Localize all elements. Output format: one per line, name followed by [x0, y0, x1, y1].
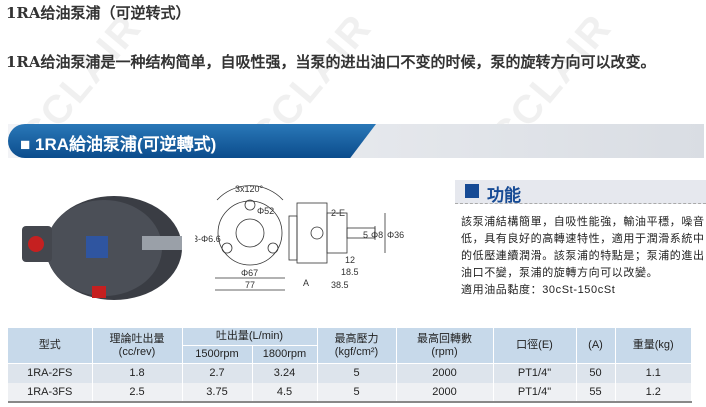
cell: 2.5 — [92, 382, 183, 403]
cell: 1.2 — [615, 382, 692, 403]
col-a: (A) — [576, 328, 616, 364]
svg-text:Φ67: Φ67 — [241, 268, 258, 278]
col-flow: 吐出量(L/min) — [182, 328, 318, 346]
cell: 3.75 — [182, 382, 253, 403]
cell: 5 — [317, 382, 397, 403]
feature-line: 適用油品黏度：30cSt-150cSt — [461, 284, 616, 296]
svg-text:A: A — [303, 278, 309, 288]
svg-text:2-E: 2-E — [331, 208, 345, 218]
col-model: 型式 — [8, 328, 93, 364]
cell: 1RA-3FS — [8, 382, 93, 403]
features-panel: 功能 該泵浦結構簡單，自吸性能強，輸油平穩，噪音 低，具有良好的高轉速特性，適用… — [455, 180, 706, 299]
col-displacement: 理論吐出量 (cc/rev) — [92, 328, 183, 364]
square-bullet-icon — [465, 184, 479, 198]
cell: 4.5 — [252, 382, 318, 403]
svg-text:18.5: 18.5 — [341, 267, 359, 277]
spec-table: 型式 理論吐出量 (cc/rev) 吐出量(L/min) 最高壓力 (kgf/c… — [8, 328, 692, 403]
feature-line: 該泵浦結構簡單，自吸性能強，輸油平穩，噪音 — [461, 216, 705, 228]
cell: 2.7 — [182, 363, 253, 383]
feature-line: 油口不變，泵浦的旋轉方向可以改變。 — [461, 267, 659, 279]
col-1500rpm: 1500rpm — [182, 345, 253, 364]
svg-text:5: 5 — [363, 230, 368, 240]
col-1800rpm: 1800rpm — [252, 345, 318, 364]
cell: 50 — [576, 363, 616, 383]
svg-text:Φ8: Φ8 — [371, 230, 383, 240]
feature-line: 的低壓連續潤滑。該泵浦的特點是；泵浦的進出 — [461, 250, 705, 262]
svg-text:3x120°: 3x120° — [235, 184, 264, 194]
cell: 55 — [576, 382, 616, 403]
svg-text:77: 77 — [245, 280, 255, 290]
feature-line: 低，具有良好的高轉速特性，適用于潤滑系統中 — [461, 233, 705, 245]
cell: PT1/4" — [493, 382, 577, 403]
svg-text:Φ52: Φ52 — [257, 206, 274, 216]
dimension-drawing: 3x120° Φ52 3-Φ6.6 Φ67 77 2-E 5 Φ8 Φ36 12 18.5 A 3… — [195, 184, 404, 291]
svg-text:12: 12 — [345, 255, 355, 265]
svg-text:Φ36: Φ36 — [387, 230, 404, 240]
cell: 1.8 — [92, 363, 183, 383]
cell: 2000 — [396, 363, 494, 383]
col-weight: 重量(kg) — [615, 328, 692, 364]
col-pressure: 最高壓力 (kgf/cm²) — [317, 328, 397, 364]
col-port: 口徑(E) — [493, 328, 577, 364]
col-speed: 最高回轉數 (rpm) — [396, 328, 494, 364]
section-banner: ■ 1RA給油泵浦(可逆轉式) — [8, 124, 704, 158]
features-title: 功能 — [487, 186, 521, 205]
page-heading: 1RA给油泵浦（可逆转式） — [6, 4, 191, 22]
description: 1RA给油泵浦是一种结构简单，自吸性强，当泵的进出油口不变的时候，泵的旋转方向可… — [6, 53, 656, 71]
cell: 5 — [317, 363, 397, 383]
svg-text:38.5: 38.5 — [331, 280, 349, 290]
cell: 1.1 — [615, 363, 692, 383]
cell: 3.24 — [252, 363, 318, 383]
cell: 1RA-2FS — [8, 363, 93, 383]
svg-text:3-Φ6.6: 3-Φ6.6 — [195, 234, 221, 244]
banner-title: ■ 1RA給油泵浦(可逆轉式) — [20, 135, 217, 154]
table-row: 1RA-2FS 1.8 2.7 3.24 5 2000 PT1/4" 50 1.1 — [8, 363, 692, 383]
cell: PT1/4" — [493, 363, 577, 383]
pump-photo — [22, 196, 182, 300]
table-row: 1RA-3FS 2.5 3.75 4.5 5 2000 PT1/4" 55 1.2 — [8, 382, 692, 403]
cell: 2000 — [396, 382, 494, 403]
